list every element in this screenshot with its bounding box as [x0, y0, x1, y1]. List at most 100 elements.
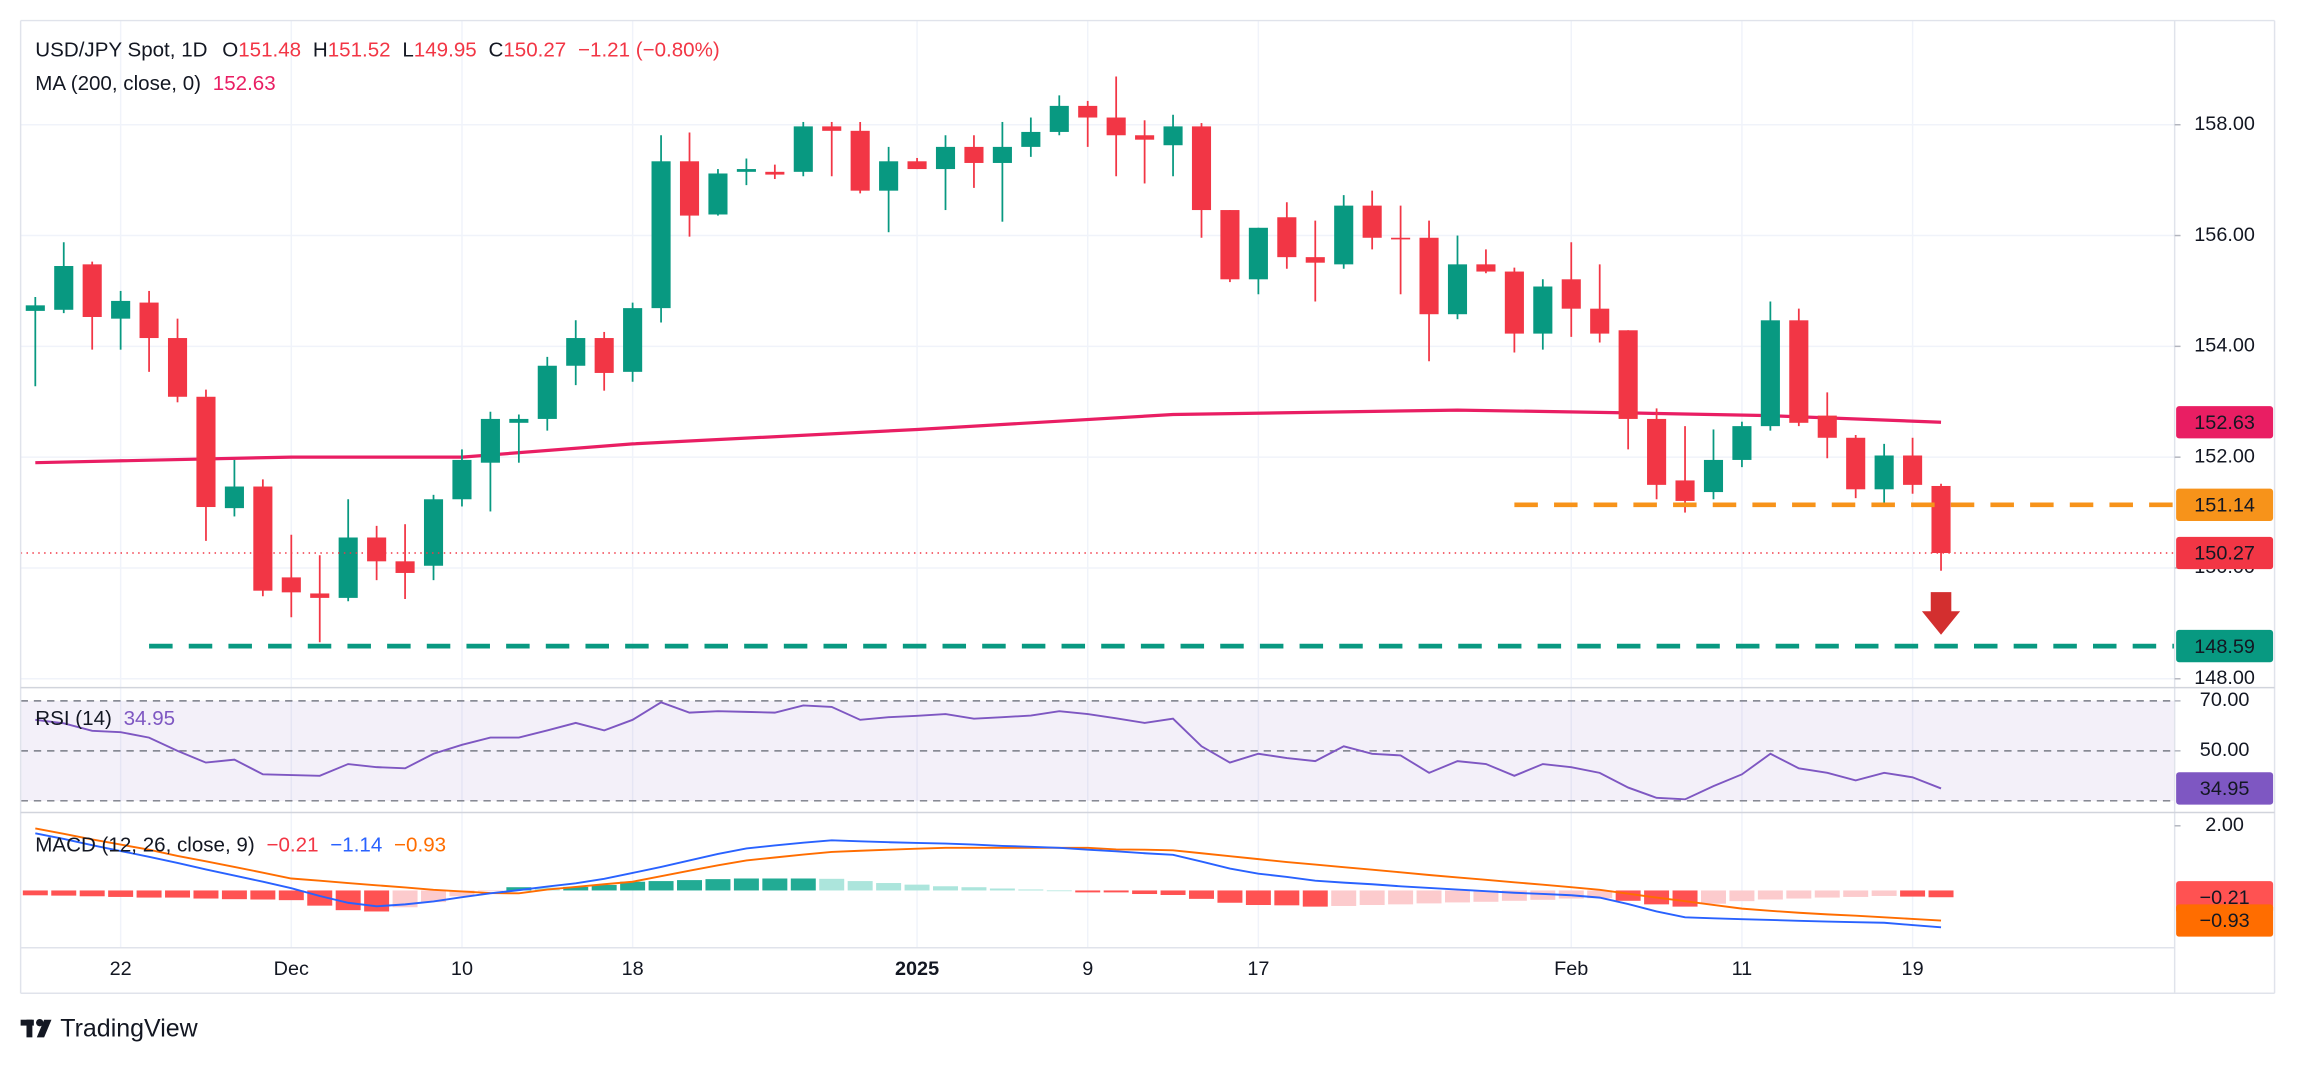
macd-name: MACD (12, 26, close, 9)	[35, 834, 254, 857]
axis-label-bg	[2176, 772, 2274, 805]
candle-body	[907, 161, 927, 170]
x-tick-label: 22	[110, 958, 132, 980]
candle-body	[679, 161, 700, 216]
axis-value-label: 148.59	[2194, 636, 2255, 658]
signal-value: −0.93	[394, 834, 446, 857]
histogram-bar	[591, 884, 617, 891]
candle-body	[1191, 126, 1212, 211]
histogram-bar	[1473, 890, 1499, 902]
candle-body	[253, 486, 273, 591]
histogram-bar	[250, 890, 276, 900]
candle-body	[1561, 279, 1581, 309]
histogram-bar	[1871, 890, 1897, 896]
histogram-bar	[1359, 890, 1385, 906]
histogram-bar	[335, 890, 361, 911]
candle-body	[879, 161, 899, 191]
candle-body	[1760, 320, 1780, 427]
histogram-bar	[51, 890, 77, 896]
histogram-bar	[1445, 890, 1470, 903]
logo-part	[36, 1019, 52, 1038]
candle-body	[1647, 418, 1667, 485]
candle-body	[395, 561, 415, 573]
macd-line	[35, 832, 1942, 929]
rsi-legend: RSI (14) 34.95	[35, 707, 175, 730]
candle-body	[1590, 308, 1610, 334]
histogram-bar	[108, 890, 134, 897]
candle-body	[1277, 217, 1297, 258]
histogram-bar	[1018, 889, 1044, 891]
logo-part	[36, 1018, 44, 1027]
histogram-bar	[1814, 890, 1840, 898]
histogram-bar	[933, 886, 958, 891]
rsi-name: RSI (14)	[35, 707, 112, 730]
candle-body	[935, 146, 956, 170]
candle-body	[452, 459, 472, 500]
histogram-bar	[847, 881, 873, 891]
candle-body	[1504, 271, 1524, 334]
candle-body	[1049, 105, 1069, 132]
arrow-shape	[1921, 592, 1961, 635]
y-tick-label: 50.00	[2200, 739, 2250, 761]
candle-body	[651, 161, 671, 309]
candle-body	[822, 126, 842, 131]
candle-body	[367, 537, 387, 562]
candle-body	[1106, 117, 1126, 136]
high-label: H	[313, 39, 328, 62]
candle-body	[1931, 485, 1951, 554]
histogram-bar	[705, 879, 731, 891]
histogram-bar	[221, 890, 247, 900]
ma-legend: MA (200, close, 0) 152.63	[35, 73, 275, 96]
open-value: 151.48	[238, 39, 301, 62]
candle-body	[1533, 286, 1553, 334]
logo-part	[26, 1019, 33, 1038]
y-tick-label: 158.00	[2194, 113, 2255, 135]
candle-body	[338, 537, 358, 598]
candle-body	[1391, 237, 1411, 240]
candle-body	[537, 365, 557, 419]
histogram-bar	[648, 881, 674, 891]
histogram-bar	[1672, 890, 1698, 907]
histogram-bar	[1416, 890, 1442, 904]
candle-body	[1305, 257, 1325, 263]
candle-body	[1874, 455, 1894, 490]
histogram-bar	[165, 890, 191, 898]
axis-value-label: 151.14	[2194, 495, 2255, 517]
histogram-bar	[876, 883, 902, 891]
histogram-bar	[790, 878, 816, 891]
histogram-bar	[989, 888, 1015, 891]
histogram-bar	[1388, 890, 1414, 905]
y-tick-label: 148.00	[2194, 667, 2255, 689]
plot-area	[20, 76, 2175, 929]
candle-body	[566, 338, 586, 366]
histogram-bar	[1132, 890, 1158, 895]
histogram-bar	[506, 887, 532, 891]
histogram-bar	[1786, 890, 1812, 899]
ma-line	[35, 408, 1942, 465]
candle-body	[310, 593, 330, 598]
candle-body	[54, 266, 74, 310]
histogram-bar	[477, 890, 503, 892]
candle-body	[1476, 264, 1496, 272]
histogram-bar	[1075, 890, 1101, 893]
axis-label-bg	[2176, 904, 2274, 937]
candle-body	[111, 300, 131, 319]
symbol: USD/JPY Spot, 1D	[35, 39, 207, 62]
y-tick-label: 156.00	[2194, 224, 2255, 246]
candle-body	[623, 308, 643, 372]
y-tick-label: 154.00	[2194, 335, 2255, 357]
y-tick-label: 70.00	[2200, 689, 2250, 711]
macd-value: −1.14	[330, 834, 382, 857]
candle-body	[480, 418, 500, 463]
axis-value-label: −0.21	[2200, 887, 2250, 909]
candle-body	[25, 305, 45, 311]
candle-body	[423, 499, 444, 566]
histogram-bar	[1217, 890, 1243, 903]
histogram-bar	[1160, 890, 1186, 895]
candle-body	[964, 146, 984, 163]
rsi-line	[35, 701, 1942, 801]
axis-value-label: 150.27	[2194, 543, 2255, 565]
candle-body	[708, 173, 728, 215]
